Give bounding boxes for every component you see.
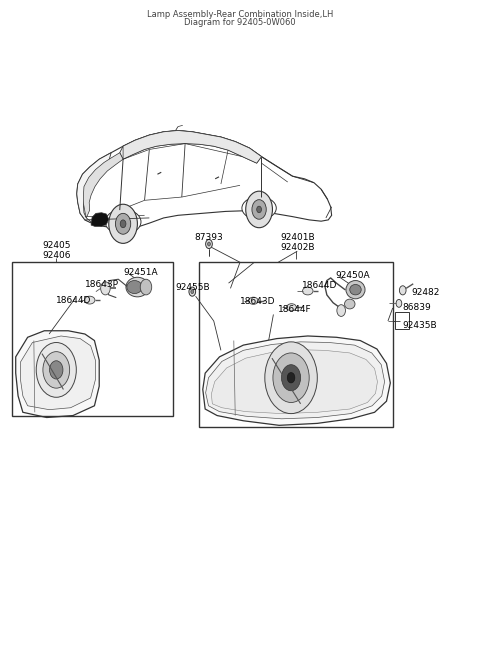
Bar [395,312,409,329]
Circle shape [109,204,137,244]
Text: 92455B: 92455B [176,283,210,292]
Polygon shape [84,153,123,218]
Ellipse shape [126,277,149,297]
Text: 92435B: 92435B [402,321,437,330]
Ellipse shape [346,280,365,299]
Circle shape [49,361,63,379]
Circle shape [246,191,273,228]
Circle shape [189,287,196,296]
Ellipse shape [242,196,276,219]
Circle shape [287,373,295,383]
Circle shape [207,242,210,246]
Polygon shape [77,153,111,225]
Ellipse shape [84,296,95,304]
Text: 18643P: 18643P [85,280,119,289]
Circle shape [120,220,126,228]
Text: 92451A: 92451A [123,268,158,277]
Text: 92401B: 92401B [280,233,314,242]
Polygon shape [203,336,390,425]
Circle shape [140,279,152,295]
Circle shape [116,214,131,234]
Circle shape [396,299,402,307]
Circle shape [101,282,110,295]
Circle shape [205,240,212,249]
Circle shape [257,206,262,213]
Polygon shape [211,350,377,413]
Text: Diagram for 92405-0W060: Diagram for 92405-0W060 [184,18,296,27]
Text: 86839: 86839 [402,303,431,312]
Polygon shape [21,336,96,409]
Polygon shape [16,331,99,417]
Polygon shape [120,130,262,163]
Polygon shape [91,213,109,227]
Text: 18644D: 18644D [56,295,92,305]
Text: 18644D: 18644D [302,281,337,290]
Circle shape [191,290,194,293]
Circle shape [337,305,346,316]
Polygon shape [123,130,262,163]
Text: 18644F: 18644F [278,305,312,314]
Ellipse shape [302,287,313,295]
Circle shape [43,352,70,388]
Circle shape [281,365,300,391]
Text: 92406: 92406 [42,252,71,260]
Ellipse shape [249,297,258,305]
Ellipse shape [127,280,142,293]
Text: 92405: 92405 [42,242,71,250]
Ellipse shape [287,304,296,311]
Text: 92402B: 92402B [280,243,314,252]
Polygon shape [77,130,332,229]
Ellipse shape [105,210,141,234]
Text: 92450A: 92450A [336,271,370,280]
Text: Lamp Assembly-Rear Combination Inside,LH: Lamp Assembly-Rear Combination Inside,LH [147,10,333,19]
Ellipse shape [345,299,355,309]
Text: 87393: 87393 [194,233,223,242]
Ellipse shape [350,284,361,295]
Text: 18643D: 18643D [240,297,276,306]
Bar [199,262,393,426]
Circle shape [252,200,266,219]
Text: 92482: 92482 [412,288,440,297]
Circle shape [265,342,317,413]
Circle shape [273,353,309,403]
Circle shape [36,343,76,398]
Circle shape [399,286,406,295]
Bar [12,262,173,415]
Polygon shape [205,342,384,419]
